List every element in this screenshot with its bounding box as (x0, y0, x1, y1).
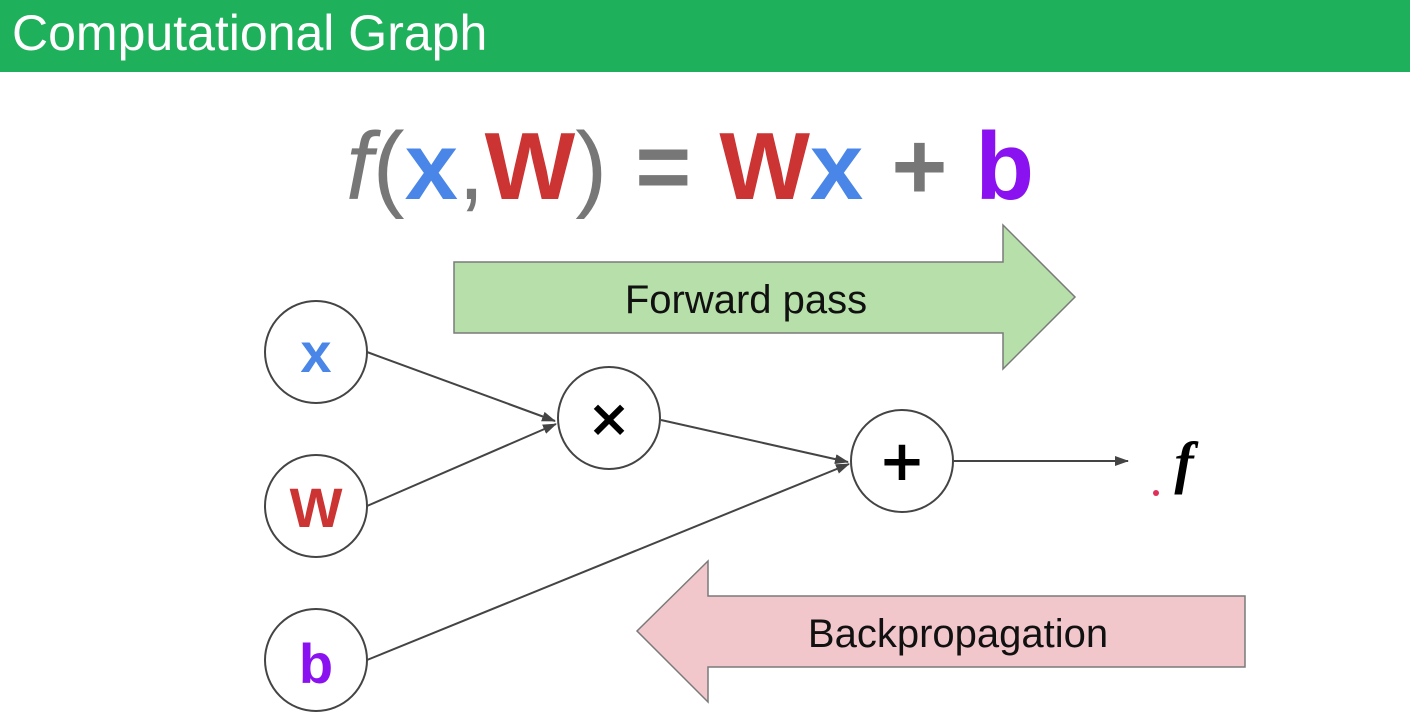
forward-pass-arrow: Forward pass (453, 223, 1077, 371)
node-b-label: b (299, 632, 333, 695)
edge-b-to-add (366, 463, 850, 661)
backpropagation-label: Backpropagation (808, 612, 1108, 656)
equation: f(x,W) = Wx + b (0, 112, 1380, 222)
equation-close-paren: ) (575, 113, 608, 220)
node-add: + (850, 409, 954, 513)
equation-equals: = (635, 113, 692, 220)
page-title: Computational Graph (12, 5, 488, 61)
equation-x: x (404, 113, 458, 220)
equation-comma: , (458, 113, 485, 220)
equation-open-paren: ( (372, 113, 405, 220)
node-w: W (264, 454, 368, 558)
output-f-label: f (1174, 430, 1199, 495)
multiply-operator-label: × (587, 389, 631, 449)
edge-w-to-multiply (366, 423, 557, 507)
equation-plus: + (891, 113, 948, 220)
node-b: b (264, 608, 368, 712)
backpropagation-arrow: Backpropagation (635, 559, 1246, 704)
forward-pass-label: Forward pass (625, 278, 867, 322)
add-operator-label: + (879, 429, 926, 494)
edge-x-to-multiply (366, 351, 556, 422)
equation-b: b (975, 113, 1035, 220)
pointer-dot (1153, 490, 1159, 496)
equation-w: W (484, 113, 576, 220)
edge-multiply-to-add (660, 419, 849, 465)
equation-f: f (345, 113, 373, 220)
header-bar: Computational Graph (0, 0, 1410, 72)
node-x: x (264, 300, 368, 404)
node-w-label: W (290, 476, 343, 539)
node-multiply: × (557, 366, 661, 470)
equation-x-term: x (809, 113, 864, 220)
equation-w-term: W (719, 113, 810, 220)
node-x-label: x (300, 321, 331, 384)
